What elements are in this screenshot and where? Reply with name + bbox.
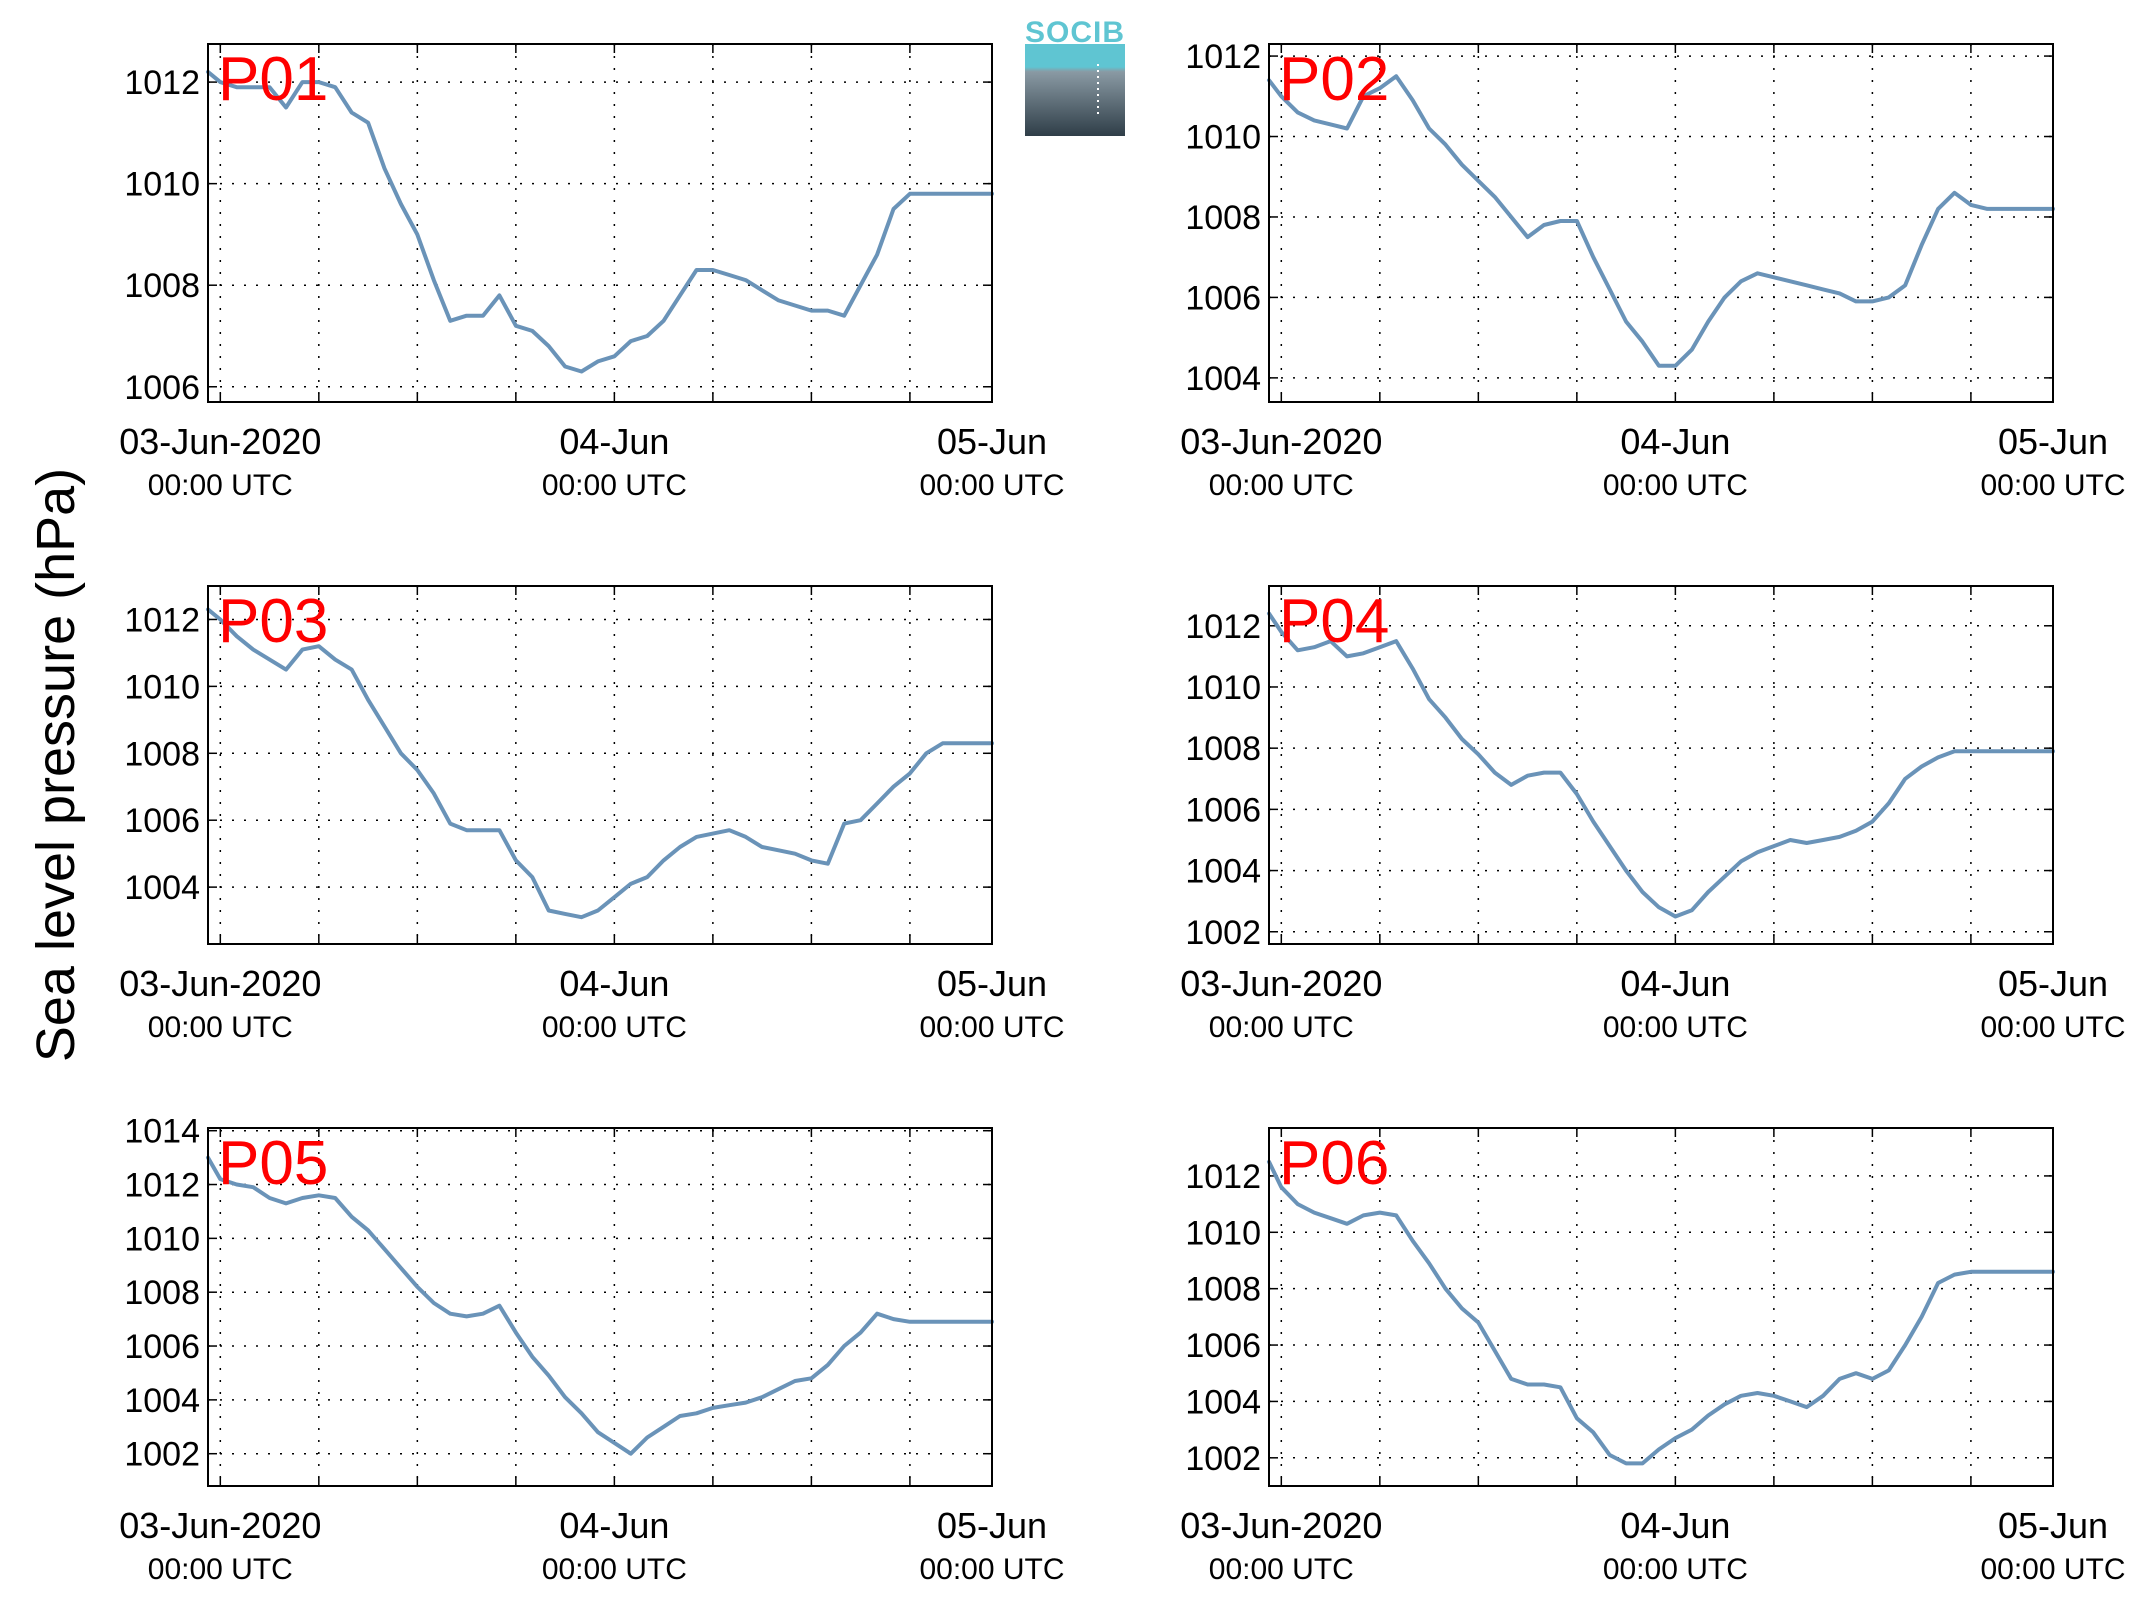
y-tick-label: 1008: [1185, 199, 1261, 237]
x-tick-label-date: 03-Jun-2020: [1180, 1505, 1382, 1546]
x-tick-label-date: 04-Jun: [559, 421, 669, 462]
y-tick-label: 1010: [124, 166, 200, 204]
x-tick-label-time: 00:00 UTC: [542, 1011, 687, 1044]
y-tick-label: 1008: [124, 1274, 200, 1312]
x-tick-label-date: 03-Jun-2020: [119, 963, 321, 1004]
y-tick-label: 1008: [1185, 730, 1261, 768]
y-tick-label: 1012: [124, 64, 200, 102]
x-tick-label-date: 03-Jun-2020: [1180, 963, 1382, 1004]
y-tick-label: 1012: [1185, 608, 1261, 646]
axes-frame: [207, 43, 993, 403]
y-tick-label: 1002: [1185, 1440, 1261, 1478]
x-tick-label-time: 00:00 UTC: [919, 1553, 1064, 1586]
x-tick-label-time: 00:00 UTC: [1980, 1553, 2125, 1586]
x-tick-label-time: 00:00 UTC: [1209, 469, 1354, 502]
y-tick-label: 1006: [1185, 279, 1261, 317]
station-label: P02: [1279, 45, 1389, 114]
y-tick-label: 1006: [124, 369, 200, 407]
y-tick-label: 1012: [1185, 38, 1261, 76]
x-tick-label-time: 00:00 UTC: [542, 469, 687, 502]
station-label: P04: [1279, 587, 1389, 656]
y-tick-label: 1008: [124, 267, 200, 305]
y-tick-label: 1014: [124, 1113, 200, 1151]
chart-panel-p03: 1004 1006 1008 1010 1012 03-Jun-2020 00:00 UTC…: [119, 585, 1065, 1044]
x-tick-label-date: 03-Jun-2020: [119, 421, 321, 462]
x-tick-label-date: 05-Jun: [1998, 963, 2108, 1004]
axes-frame: [207, 585, 993, 945]
y-tick-label: 1008: [1185, 1271, 1261, 1309]
x-tick-label-time: 00:00 UTC: [148, 1011, 293, 1044]
chart-panel-p05: 1002 1004 1006 1008 1010 1012 1014 03-Jun-2020 0…: [119, 1113, 1064, 1586]
y-tick-label: 1004: [1185, 360, 1261, 398]
y-tick-label: 1010: [1185, 1214, 1261, 1252]
y-tick-label: 1006: [124, 802, 200, 840]
chart-panel-p02: 1004 1006 1008 1010 1012 03-Jun-2020 00:00 UTC…: [1180, 38, 2125, 502]
x-tick-label-time: 00:00 UTC: [1209, 1553, 1354, 1586]
pressure-series-line: [1267, 1159, 2055, 1466]
logo-box: [1025, 44, 1125, 136]
axes-frame: [1268, 1127, 2054, 1487]
x-tick-label-date: 05-Jun: [937, 1505, 1047, 1546]
chart-panel-p01: 1006 1008 1010 1012 03-Jun-2020 00:00 UTC 04-J…: [119, 43, 1065, 502]
axes-frame: [1268, 585, 2054, 945]
pressure-series-line: [206, 607, 994, 920]
x-tick-label-date: 04-Jun: [1620, 963, 1730, 1004]
x-tick-label-time: 00:00 UTC: [1603, 469, 1748, 502]
y-tick-label: 1008: [124, 735, 200, 773]
y-tick-label: 1006: [1185, 1327, 1261, 1365]
y-tick-label: 1012: [1185, 1158, 1261, 1196]
x-tick-label-time: 00:00 UTC: [542, 1553, 687, 1586]
pressure-series-line: [206, 69, 994, 374]
y-tick-label: 1010: [1185, 669, 1261, 707]
chart-panel-p04: 1002 1004 1006 1008 1010 1012 03-Jun-2020 00:00…: [1180, 585, 2126, 1044]
pressure-series-line: [1267, 74, 2055, 368]
x-tick-label-date: 04-Jun: [559, 963, 669, 1004]
x-tick-label-date: 03-Jun-2020: [1180, 421, 1382, 462]
x-tick-label-date: 04-Jun: [559, 1505, 669, 1546]
y-tick-label: 1004: [124, 869, 200, 907]
y-tick-label: 1006: [124, 1328, 200, 1366]
y-tick-label: 1006: [1185, 791, 1261, 829]
x-tick-label-date: 03-Jun-2020: [119, 1505, 321, 1546]
station-label: P01: [218, 45, 328, 114]
station-label: P03: [218, 587, 328, 656]
axes-frame: [1268, 43, 2054, 403]
logo-text: SOCIB: [1025, 16, 1125, 49]
x-tick-label-date: 05-Jun: [937, 963, 1047, 1004]
station-label: P06: [1279, 1129, 1389, 1198]
y-tick-label: 1002: [1185, 914, 1261, 952]
x-tick-label-time: 00:00 UTC: [919, 469, 1064, 502]
y-tick-label: 1010: [124, 1220, 200, 1258]
y-tick-label: 1004: [1185, 853, 1261, 891]
x-tick-label-time: 00:00 UTC: [1603, 1553, 1748, 1586]
y-tick-label: 1012: [124, 601, 200, 639]
x-tick-label-time: 00:00 UTC: [1980, 469, 2125, 502]
x-tick-label-time: 00:00 UTC: [1209, 1011, 1354, 1044]
y-tick-label: 1010: [124, 668, 200, 706]
y-axis-label: Sea level pressure (hPa): [26, 468, 86, 1062]
y-tick-label: 1004: [1185, 1383, 1261, 1421]
x-tick-label-date: 04-Jun: [1620, 421, 1730, 462]
x-tick-label-time: 00:00 UTC: [148, 469, 293, 502]
x-tick-label-date: 05-Jun: [1998, 1505, 2108, 1546]
y-tick-label: 1010: [1185, 119, 1261, 157]
chart-panel-p06: 1002 1004 1006 1008 1010 1012 03-Jun-2020 00:00…: [1180, 1127, 2126, 1586]
x-tick-label-time: 00:00 UTC: [1980, 1011, 2125, 1044]
y-tick-label: 1012: [124, 1167, 200, 1205]
socib-logo: SOCIB: [1025, 16, 1125, 136]
x-tick-label-time: 00:00 UTC: [148, 1553, 293, 1586]
y-tick-label: 1002: [124, 1436, 200, 1474]
panels: 1006 1008 1010 1012 03-Jun-2020 00:00 UTC 04-J…: [119, 38, 2125, 1586]
x-tick-label-date: 05-Jun: [1998, 421, 2108, 462]
x-tick-label-time: 00:00 UTC: [919, 1011, 1064, 1044]
x-tick-label-time: 00:00 UTC: [1603, 1011, 1748, 1044]
pressure-series-line: [206, 1155, 994, 1456]
axes-frame: [207, 1127, 993, 1487]
pressure-series-line: [1267, 611, 2055, 919]
x-tick-label-date: 05-Jun: [937, 421, 1047, 462]
y-tick-label: 1004: [124, 1382, 200, 1420]
x-tick-label-date: 04-Jun: [1620, 1505, 1730, 1546]
station-label: P05: [218, 1129, 328, 1198]
